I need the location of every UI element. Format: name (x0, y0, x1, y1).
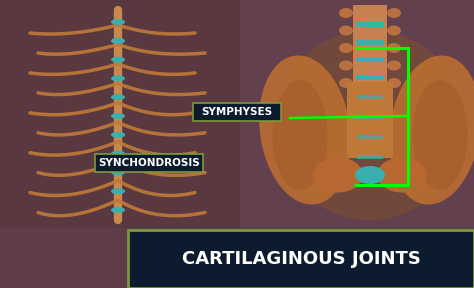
Ellipse shape (111, 57, 125, 62)
Bar (240, 0, 474, 228)
Ellipse shape (111, 151, 125, 157)
Ellipse shape (339, 43, 353, 53)
FancyBboxPatch shape (353, 75, 387, 93)
Ellipse shape (339, 26, 353, 35)
Bar (356, 57, 384, 62)
Ellipse shape (412, 80, 467, 190)
Ellipse shape (389, 56, 474, 204)
Ellipse shape (387, 26, 401, 35)
Ellipse shape (275, 30, 465, 220)
Ellipse shape (273, 80, 328, 190)
Ellipse shape (313, 158, 363, 192)
Bar (357, 135, 383, 139)
Ellipse shape (111, 188, 125, 194)
Ellipse shape (111, 75, 125, 82)
Ellipse shape (111, 19, 125, 25)
FancyBboxPatch shape (95, 154, 203, 172)
Ellipse shape (111, 38, 125, 44)
FancyBboxPatch shape (193, 103, 281, 121)
Ellipse shape (339, 8, 353, 18)
Ellipse shape (111, 169, 125, 175)
Bar (356, 39, 384, 45)
Bar (357, 155, 383, 159)
Ellipse shape (387, 78, 401, 88)
Bar (357, 115, 383, 119)
Ellipse shape (387, 43, 401, 53)
Ellipse shape (339, 60, 353, 71)
Bar (357, 95, 383, 99)
Text: SYNCHONDROSIS: SYNCHONDROSIS (98, 158, 200, 168)
FancyBboxPatch shape (347, 82, 393, 158)
Text: SYMPHYSES: SYMPHYSES (201, 107, 273, 117)
Ellipse shape (339, 78, 353, 88)
Ellipse shape (111, 207, 125, 213)
Ellipse shape (111, 132, 125, 138)
Text: CARTILAGINOUS JOINTS: CARTILAGINOUS JOINTS (182, 250, 420, 268)
Ellipse shape (111, 113, 125, 119)
Ellipse shape (387, 60, 401, 71)
FancyBboxPatch shape (353, 40, 387, 58)
FancyBboxPatch shape (353, 58, 387, 75)
Bar (356, 22, 384, 27)
Bar (0, 0, 240, 228)
Ellipse shape (259, 56, 351, 204)
Ellipse shape (355, 166, 385, 184)
Ellipse shape (111, 94, 125, 100)
Ellipse shape (387, 8, 401, 18)
FancyBboxPatch shape (128, 230, 474, 288)
FancyBboxPatch shape (353, 5, 387, 23)
Ellipse shape (377, 158, 427, 192)
FancyBboxPatch shape (353, 22, 387, 41)
Bar (356, 75, 384, 79)
